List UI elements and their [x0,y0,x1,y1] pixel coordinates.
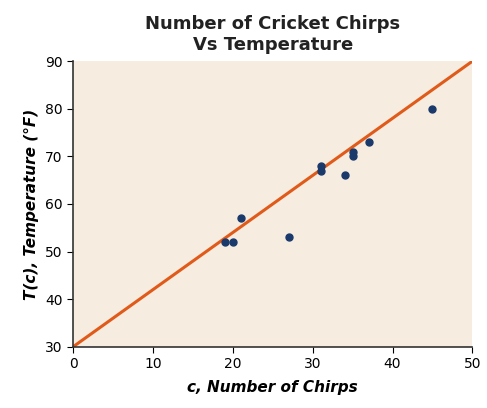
X-axis label: c, Number of Chirps: c, Number of Chirps [187,379,358,395]
Point [229,239,237,245]
Point [317,163,324,169]
Point [285,234,293,241]
Point [317,167,324,174]
Point [349,153,356,160]
Point [221,239,229,245]
Point [341,172,349,179]
Title: Number of Cricket Chirps
Vs Temperature: Number of Cricket Chirps Vs Temperature [145,15,400,54]
Point [429,106,436,112]
Point [349,149,356,155]
Point [365,139,373,145]
Y-axis label: T(c), Temperature (°F): T(c), Temperature (°F) [24,109,39,299]
Point [237,215,244,222]
